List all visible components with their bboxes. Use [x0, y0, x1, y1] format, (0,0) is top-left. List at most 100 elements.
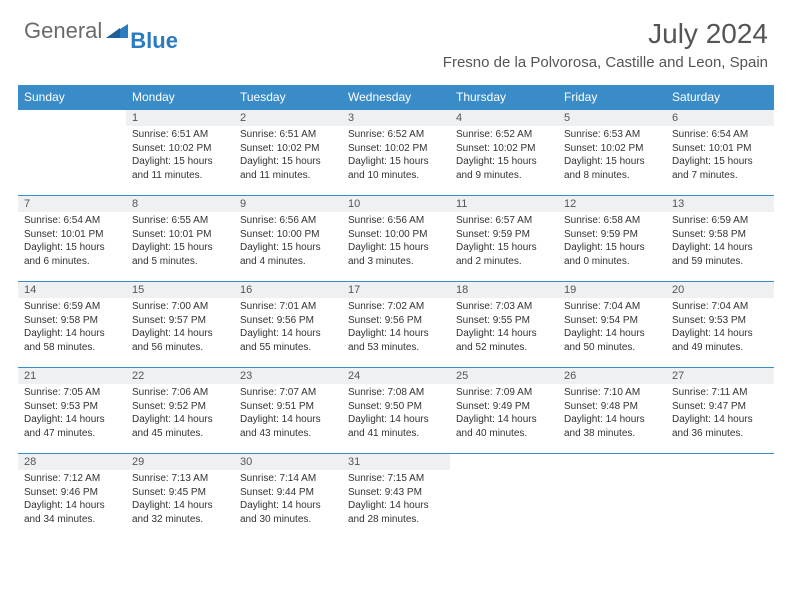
day-details: Sunrise: 6:53 AMSunset: 10:02 PMDaylight… — [558, 126, 666, 186]
sunrise-line: Sunrise: 6:53 AM — [564, 128, 660, 142]
daylight-line: Daylight: 14 hours and 55 minutes. — [240, 327, 336, 354]
day-details: Sunrise: 6:56 AMSunset: 10:00 PMDaylight… — [234, 212, 342, 272]
daylight-line: Daylight: 15 hours and 7 minutes. — [672, 155, 768, 182]
day-details: Sunrise: 7:00 AMSunset: 9:57 PMDaylight:… — [126, 298, 234, 358]
day-details: Sunrise: 7:14 AMSunset: 9:44 PMDaylight:… — [234, 470, 342, 530]
sunrise-line: Sunrise: 6:51 AM — [132, 128, 228, 142]
brand-logo: General Blue — [24, 18, 178, 44]
weekday-header: Wednesday — [342, 85, 450, 110]
day-details: Sunrise: 6:57 AMSunset: 9:59 PMDaylight:… — [450, 212, 558, 272]
sunrise-line: Sunrise: 7:09 AM — [456, 386, 552, 400]
calendar-day-cell: 31Sunrise: 7:15 AMSunset: 9:43 PMDayligh… — [342, 454, 450, 540]
sunset-line: Sunset: 10:01 PM — [132, 228, 228, 242]
calendar-day-cell: 3Sunrise: 6:52 AMSunset: 10:02 PMDayligh… — [342, 110, 450, 196]
calendar-day-cell: 29Sunrise: 7:13 AMSunset: 9:45 PMDayligh… — [126, 454, 234, 540]
day-number: 17 — [342, 282, 450, 298]
calendar-week-row: 1Sunrise: 6:51 AMSunset: 10:02 PMDayligh… — [18, 110, 774, 196]
sunset-line: Sunset: 9:59 PM — [564, 228, 660, 242]
day-details: Sunrise: 7:01 AMSunset: 9:56 PMDaylight:… — [234, 298, 342, 358]
daylight-line: Daylight: 14 hours and 50 minutes. — [564, 327, 660, 354]
calendar-day-cell: 21Sunrise: 7:05 AMSunset: 9:53 PMDayligh… — [18, 368, 126, 454]
sunset-line: Sunset: 10:01 PM — [24, 228, 120, 242]
daylight-line: Daylight: 14 hours and 52 minutes. — [456, 327, 552, 354]
daylight-line: Daylight: 15 hours and 9 minutes. — [456, 155, 552, 182]
sunset-line: Sunset: 9:56 PM — [348, 314, 444, 328]
daylight-line: Daylight: 14 hours and 28 minutes. — [348, 499, 444, 526]
daylight-line: Daylight: 15 hours and 5 minutes. — [132, 241, 228, 268]
daylight-line: Daylight: 14 hours and 49 minutes. — [672, 327, 768, 354]
calendar-day-cell: 14Sunrise: 6:59 AMSunset: 9:58 PMDayligh… — [18, 282, 126, 368]
daylight-line: Daylight: 14 hours and 30 minutes. — [240, 499, 336, 526]
calendar-week-row: 14Sunrise: 6:59 AMSunset: 9:58 PMDayligh… — [18, 282, 774, 368]
title-block: July 2024 Fresno de la Polvorosa, Castil… — [443, 18, 768, 71]
day-number: 28 — [18, 454, 126, 470]
calendar-day-cell: 5Sunrise: 6:53 AMSunset: 10:02 PMDayligh… — [558, 110, 666, 196]
sunset-line: Sunset: 9:43 PM — [348, 486, 444, 500]
day-number: 24 — [342, 368, 450, 384]
weekday-header: Friday — [558, 85, 666, 110]
sunset-line: Sunset: 9:48 PM — [564, 400, 660, 414]
sunset-line: Sunset: 9:54 PM — [564, 314, 660, 328]
triangle-icon — [106, 20, 128, 43]
day-number: 5 — [558, 110, 666, 126]
sunrise-line: Sunrise: 6:51 AM — [240, 128, 336, 142]
day-number: 13 — [666, 196, 774, 212]
sunset-line: Sunset: 9:53 PM — [24, 400, 120, 414]
day-details: Sunrise: 6:58 AMSunset: 9:59 PMDaylight:… — [558, 212, 666, 272]
sunrise-line: Sunrise: 6:55 AM — [132, 214, 228, 228]
calendar-day-cell — [450, 454, 558, 540]
sunrise-line: Sunrise: 6:54 AM — [24, 214, 120, 228]
sunset-line: Sunset: 9:46 PM — [24, 486, 120, 500]
day-details: Sunrise: 7:02 AMSunset: 9:56 PMDaylight:… — [342, 298, 450, 358]
day-number: 7 — [18, 196, 126, 212]
sunrise-line: Sunrise: 6:58 AM — [564, 214, 660, 228]
sunrise-line: Sunrise: 7:15 AM — [348, 472, 444, 486]
calendar-day-cell: 18Sunrise: 7:03 AMSunset: 9:55 PMDayligh… — [450, 282, 558, 368]
calendar-day-cell: 11Sunrise: 6:57 AMSunset: 9:59 PMDayligh… — [450, 196, 558, 282]
calendar-day-cell: 19Sunrise: 7:04 AMSunset: 9:54 PMDayligh… — [558, 282, 666, 368]
sunrise-line: Sunrise: 7:13 AM — [132, 472, 228, 486]
location-subtitle: Fresno de la Polvorosa, Castille and Leo… — [443, 54, 768, 71]
day-details: Sunrise: 7:12 AMSunset: 9:46 PMDaylight:… — [18, 470, 126, 530]
day-number: 9 — [234, 196, 342, 212]
calendar-day-cell: 4Sunrise: 6:52 AMSunset: 10:02 PMDayligh… — [450, 110, 558, 196]
day-details: Sunrise: 6:52 AMSunset: 10:02 PMDaylight… — [450, 126, 558, 186]
sunrise-line: Sunrise: 7:14 AM — [240, 472, 336, 486]
sunset-line: Sunset: 9:57 PM — [132, 314, 228, 328]
calendar-day-cell: 24Sunrise: 7:08 AMSunset: 9:50 PMDayligh… — [342, 368, 450, 454]
sunset-line: Sunset: 9:44 PM — [240, 486, 336, 500]
weekday-header: Monday — [126, 85, 234, 110]
sunset-line: Sunset: 10:02 PM — [240, 142, 336, 156]
sunset-line: Sunset: 10:02 PM — [132, 142, 228, 156]
calendar-day-cell: 12Sunrise: 6:58 AMSunset: 9:59 PMDayligh… — [558, 196, 666, 282]
day-number: 20 — [666, 282, 774, 298]
daylight-line: Daylight: 14 hours and 32 minutes. — [132, 499, 228, 526]
day-number: 10 — [342, 196, 450, 212]
day-details: Sunrise: 6:59 AMSunset: 9:58 PMDaylight:… — [666, 212, 774, 272]
sunrise-line: Sunrise: 6:56 AM — [240, 214, 336, 228]
day-details: Sunrise: 6:51 AMSunset: 10:02 PMDaylight… — [126, 126, 234, 186]
daylight-line: Daylight: 14 hours and 58 minutes. — [24, 327, 120, 354]
daylight-line: Daylight: 15 hours and 0 minutes. — [564, 241, 660, 268]
calendar-table: SundayMondayTuesdayWednesdayThursdayFrid… — [18, 85, 774, 540]
day-number: 4 — [450, 110, 558, 126]
month-title: July 2024 — [443, 18, 768, 50]
day-details: Sunrise: 7:06 AMSunset: 9:52 PMDaylight:… — [126, 384, 234, 444]
day-details: Sunrise: 6:55 AMSunset: 10:01 PMDaylight… — [126, 212, 234, 272]
day-details: Sunrise: 7:13 AMSunset: 9:45 PMDaylight:… — [126, 470, 234, 530]
sunset-line: Sunset: 10:00 PM — [240, 228, 336, 242]
calendar-week-row: 21Sunrise: 7:05 AMSunset: 9:53 PMDayligh… — [18, 368, 774, 454]
sunset-line: Sunset: 10:02 PM — [564, 142, 660, 156]
calendar-day-cell: 16Sunrise: 7:01 AMSunset: 9:56 PMDayligh… — [234, 282, 342, 368]
day-number: 27 — [666, 368, 774, 384]
daylight-line: Daylight: 15 hours and 4 minutes. — [240, 241, 336, 268]
sunrise-line: Sunrise: 7:08 AM — [348, 386, 444, 400]
sunrise-line: Sunrise: 7:00 AM — [132, 300, 228, 314]
day-number: 16 — [234, 282, 342, 298]
calendar-day-cell: 30Sunrise: 7:14 AMSunset: 9:44 PMDayligh… — [234, 454, 342, 540]
sunset-line: Sunset: 10:00 PM — [348, 228, 444, 242]
daylight-line: Daylight: 15 hours and 11 minutes. — [240, 155, 336, 182]
sunrise-line: Sunrise: 7:04 AM — [564, 300, 660, 314]
calendar-day-cell: 15Sunrise: 7:00 AMSunset: 9:57 PMDayligh… — [126, 282, 234, 368]
day-number: 18 — [450, 282, 558, 298]
